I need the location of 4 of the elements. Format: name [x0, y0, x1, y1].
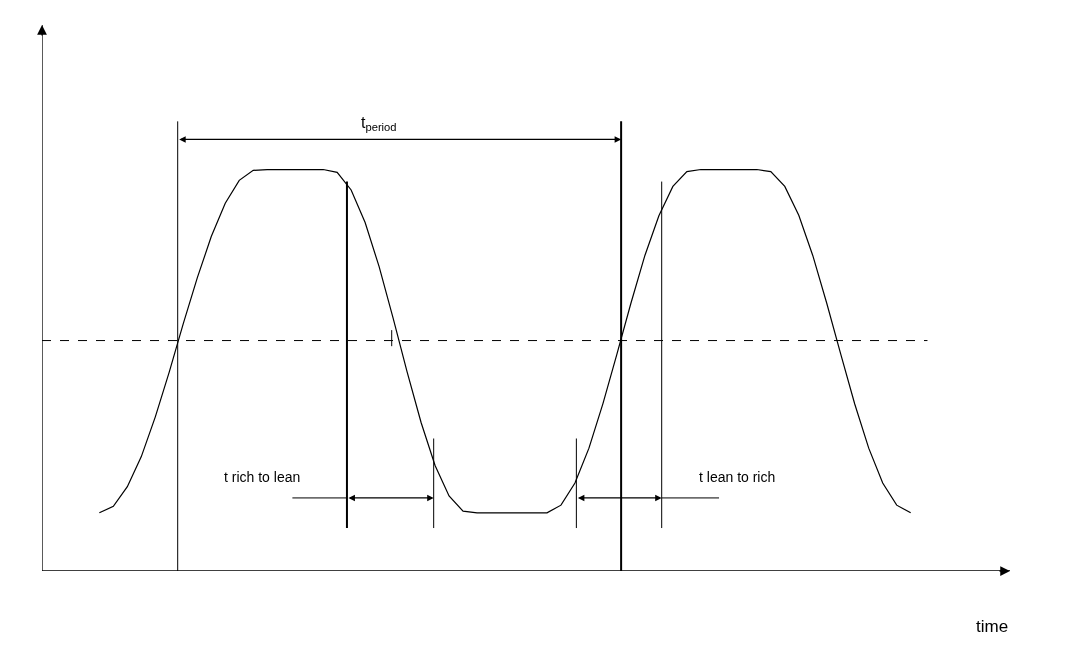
x-axis-title: time [976, 617, 1009, 636]
annotation: t rich to lean [224, 469, 301, 485]
text: t$_{period}$ [361, 114, 397, 134]
annotation: t lean to rich [699, 469, 776, 485]
